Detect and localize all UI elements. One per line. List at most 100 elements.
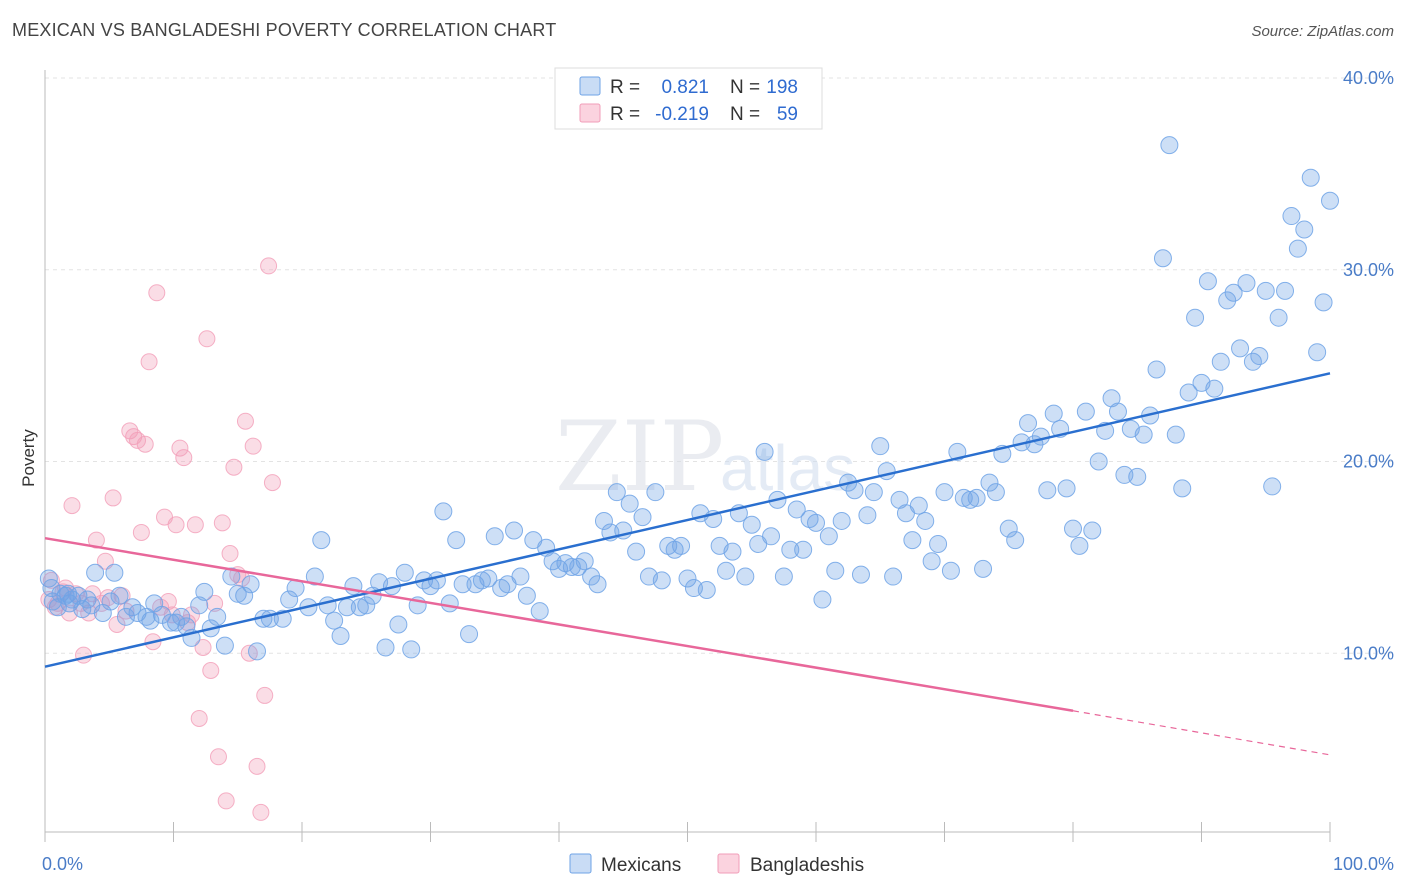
data-point-mexican bbox=[1057, 479, 1076, 498]
legend-n-label: N = bbox=[730, 77, 760, 98]
data-point-mexican bbox=[235, 586, 254, 605]
data-point-mexican bbox=[152, 605, 171, 624]
data-point-bangladeshi bbox=[206, 594, 224, 612]
data-point-mexican bbox=[460, 625, 479, 644]
data-point-bangladeshi bbox=[202, 662, 220, 680]
bottom-legend: Mexicans Bangladeshis bbox=[569, 853, 864, 876]
data-point-bangladeshi bbox=[75, 646, 93, 664]
trend-line-bangladeshis bbox=[44, 536, 1074, 713]
data-point-mexican bbox=[472, 571, 491, 590]
data-point-bangladeshi bbox=[198, 330, 216, 348]
data-point-mexican bbox=[1224, 283, 1243, 302]
data-point-bangladeshi bbox=[213, 514, 231, 532]
data-point-bangladeshi bbox=[175, 449, 193, 467]
y-tick-label: 20.0% bbox=[1343, 452, 1394, 472]
legend-n-label-2: N = bbox=[730, 104, 760, 125]
data-point-mexican bbox=[312, 531, 331, 550]
data-point-mexican bbox=[1250, 347, 1269, 366]
data-point-mexican bbox=[434, 502, 453, 521]
data-point-mexican bbox=[1295, 220, 1314, 239]
data-point-mexican bbox=[697, 580, 716, 599]
data-point-mexican bbox=[222, 567, 241, 586]
bottom-legend-label-bangladeshis: Bangladeshis bbox=[750, 855, 864, 876]
data-point-mexican bbox=[110, 586, 129, 605]
data-point-bangladeshi bbox=[256, 686, 274, 704]
data-point-mexican bbox=[1166, 425, 1185, 444]
data-point-bangladeshi bbox=[263, 474, 281, 492]
data-point-mexican bbox=[717, 561, 736, 580]
data-point-mexican bbox=[376, 638, 395, 657]
data-point-mexican bbox=[807, 513, 825, 532]
legend-n-value-bangladeshis: 59 bbox=[777, 104, 798, 125]
data-point-mexican bbox=[903, 531, 922, 550]
legend-r-value-mexicans: 0.821 bbox=[661, 77, 709, 98]
data-point-mexican bbox=[871, 437, 890, 456]
data-point-mexican bbox=[851, 565, 870, 584]
data-point-mexican bbox=[195, 582, 214, 601]
data-point-mexican bbox=[646, 483, 665, 502]
data-point-mexican bbox=[954, 488, 973, 507]
data-point-mexican bbox=[1269, 308, 1288, 327]
data-point-mexican bbox=[395, 563, 414, 582]
data-point-mexican bbox=[813, 590, 832, 609]
data-point-mexican bbox=[986, 483, 1005, 502]
data-point-bangladeshi bbox=[96, 552, 114, 570]
data-point-mexican bbox=[961, 490, 980, 509]
data-point-mexican bbox=[755, 442, 774, 461]
data-point-mexican bbox=[652, 571, 671, 590]
data-point-mexican bbox=[819, 527, 838, 546]
data-point-mexican bbox=[511, 567, 530, 586]
data-point-mexican bbox=[59, 584, 78, 603]
data-point-mexican bbox=[1160, 136, 1179, 155]
data-point-mexican bbox=[1006, 531, 1025, 550]
data-point-mexican bbox=[228, 584, 247, 603]
data-point-mexican bbox=[1301, 168, 1320, 187]
data-point-bangladeshi bbox=[132, 523, 150, 541]
data-point-mexican bbox=[1076, 402, 1095, 421]
data-point-bangladeshi bbox=[186, 516, 204, 534]
legend-swatch-bangladeshis bbox=[579, 103, 601, 123]
data-point-mexican bbox=[1231, 339, 1250, 358]
data-point-mexican bbox=[325, 611, 344, 630]
data-point-mexican bbox=[331, 626, 350, 645]
data-point-mexican bbox=[1147, 360, 1166, 379]
data-point-mexican bbox=[1153, 249, 1172, 268]
data-point-mexican bbox=[607, 483, 626, 502]
y-axis-label: Poverty bbox=[19, 429, 38, 487]
data-point-mexican bbox=[582, 567, 601, 586]
data-point-mexican bbox=[575, 552, 594, 571]
data-point-mexican bbox=[922, 552, 941, 571]
data-point-mexican bbox=[774, 567, 793, 586]
data-point-mexican bbox=[999, 519, 1018, 538]
data-point-bangladeshi bbox=[236, 412, 254, 430]
data-point-mexican bbox=[447, 531, 466, 550]
data-point-bangladeshi bbox=[129, 431, 147, 449]
data-point-mexican bbox=[1308, 343, 1327, 362]
data-point-mexican bbox=[620, 494, 639, 513]
data-point-bangladeshi bbox=[221, 545, 239, 563]
data-point-mexican bbox=[1276, 281, 1295, 300]
data-point-mexican bbox=[762, 527, 781, 546]
data-point-mexican bbox=[736, 567, 755, 586]
data-point-mexican bbox=[935, 483, 954, 502]
data-point-mexican bbox=[167, 613, 186, 632]
data-point-mexican bbox=[723, 542, 742, 561]
data-point-mexican bbox=[161, 613, 180, 632]
data-point-bangladeshi bbox=[136, 435, 154, 453]
trend-lines bbox=[44, 372, 1331, 756]
data-point-mexican bbox=[1218, 291, 1237, 310]
data-point-mexican bbox=[781, 540, 800, 559]
data-point-mexican bbox=[1031, 427, 1050, 446]
data-point-mexican bbox=[241, 575, 260, 594]
source-label: Source: ZipAtlas.com bbox=[1251, 23, 1394, 40]
data-point-mexican bbox=[1064, 519, 1082, 538]
data-point-mexican bbox=[1128, 467, 1147, 486]
data-point-mexican bbox=[832, 511, 851, 530]
data-point-bangladeshi bbox=[63, 497, 81, 515]
data-point-mexican bbox=[172, 607, 191, 626]
data-point-bangladeshi bbox=[260, 257, 278, 275]
data-point-mexican bbox=[1108, 402, 1127, 421]
data-point-mexican bbox=[787, 500, 806, 519]
data-point-mexican bbox=[980, 473, 999, 492]
